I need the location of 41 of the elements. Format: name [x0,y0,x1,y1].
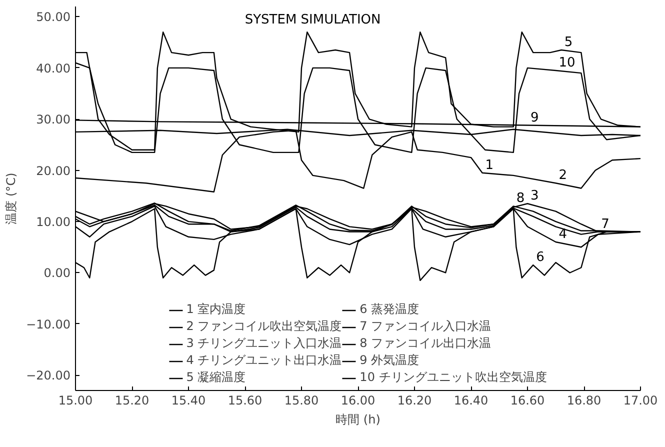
x-tick-label: 15.20 [114,394,150,408]
annotation: 10 [558,56,576,70]
annotation: 5 [564,35,573,50]
legend-label: 5 凝縮温度 [186,369,246,386]
x-tick-label: 16.20 [397,394,432,408]
legend-label: 6 蒸発温度 [360,301,420,318]
x-tick-label: 16.40 [454,394,488,408]
x-tick-label: 15.00 [58,394,93,408]
y-axis-title: 温度 (°C) [4,172,18,224]
annotation: 7 [601,216,610,232]
y-tick-label: −20.00 [26,368,71,383]
legend-label: 3 チリングユニット入口水温 [186,335,342,352]
legend-label: 10 チリングユニット吹出空気温度 [360,369,547,386]
legend-label: 7 ファンコイル入口水温 [360,318,492,335]
legend-label: 2 ファンコイル吹出空気温度 [186,318,342,335]
annotation: 2 [558,168,568,184]
legend-label: 4 チリングユニット出口水温 [186,352,342,369]
y-tick-label: 10.00 [36,215,71,230]
legend-label: 1 室内温度 [186,301,246,318]
x-tick-label: 17.00 [623,394,658,408]
annotation: 8 [516,191,525,206]
annotation: 1 [485,158,494,173]
x-tick-label: 16.80 [566,394,602,408]
x-tick-label: 15.80 [284,394,319,408]
x-tick-label: 16.00 [340,394,376,408]
legend-label: 8 ファンコイル出口水温 [360,335,492,352]
y-tick-label: 40.00 [36,61,71,76]
y-tick-label: 50.00 [36,10,71,24]
y-tick-label: −10.00 [26,317,71,332]
annotation: 6 [536,250,544,266]
x-tick-label: 15.40 [171,394,206,408]
x-tick-label: 15.60 [228,394,262,408]
y-tick-label: 30.00 [36,112,71,127]
annotation: 9 [530,110,539,126]
y-tick-label: 0.00 [44,266,70,280]
text: SYSTEM SIMULATION [244,12,381,28]
x-axis-title: 時間 (h) [336,412,380,426]
y-tick-label: 20.00 [36,164,71,178]
annotation: 3 [530,188,539,204]
legend-label: 9 外気温度 [360,352,420,369]
x-tick-label: 16.60 [510,394,545,408]
